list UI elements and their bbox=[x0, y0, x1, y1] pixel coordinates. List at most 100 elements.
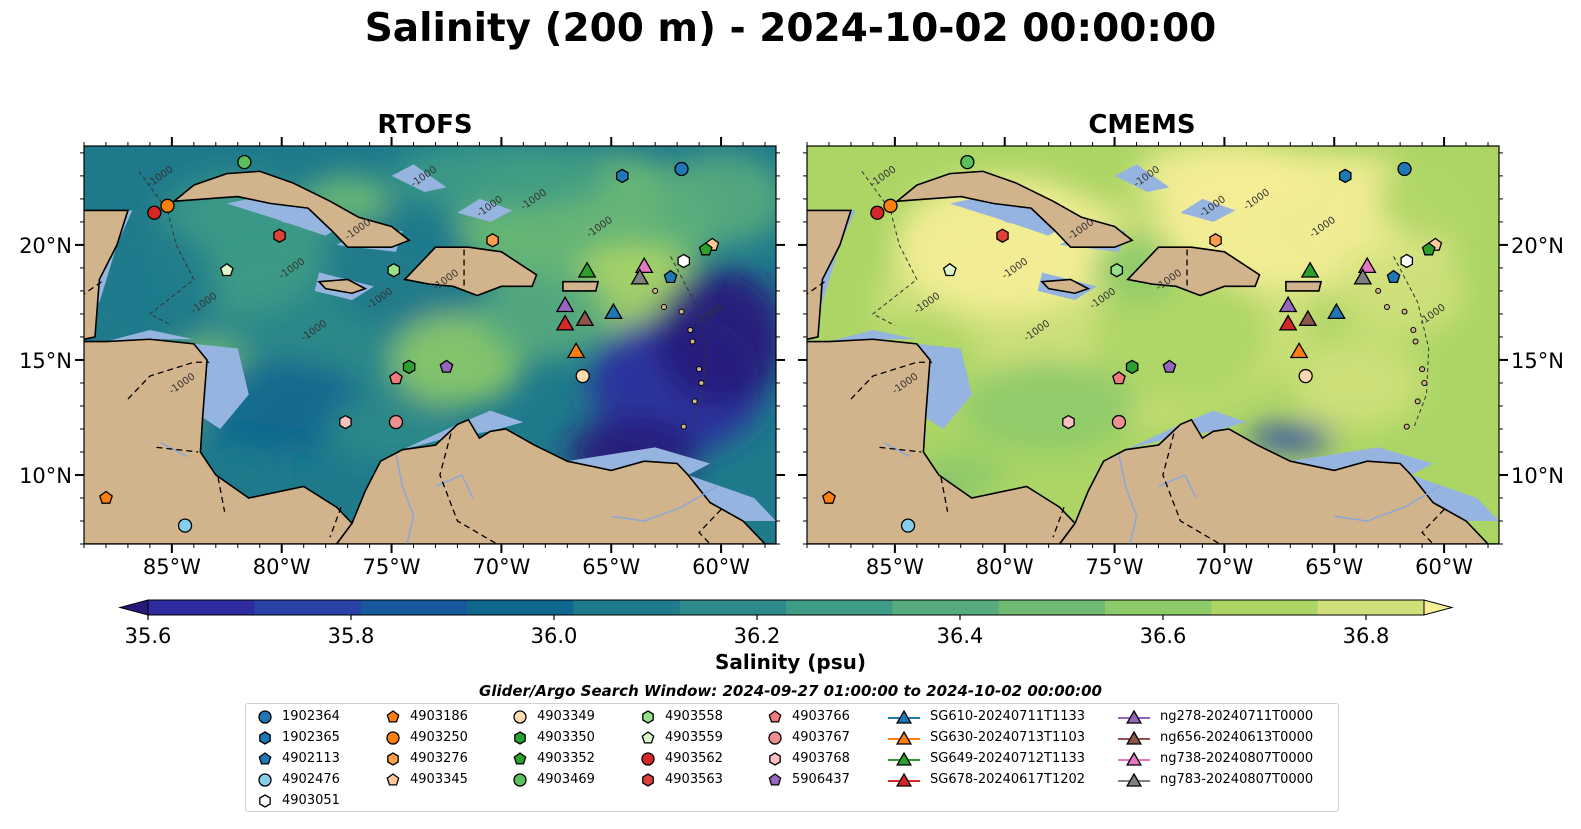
argo-float-4903349 bbox=[575, 368, 590, 384]
continental-shelf bbox=[1411, 474, 1499, 521]
argo-float-4903276 bbox=[1209, 233, 1222, 248]
legend-label: 4903250 bbox=[410, 730, 468, 745]
legend-marker-icon bbox=[642, 772, 654, 787]
continental-shelf bbox=[1114, 164, 1170, 193]
river-line bbox=[883, 442, 911, 458]
legend-item: 4903469 bbox=[511, 769, 595, 790]
lon-tick-label: 85°W bbox=[866, 555, 924, 579]
colorbar-tick-label: 36.4 bbox=[937, 624, 984, 648]
lesser-antilles-island bbox=[1414, 398, 1421, 405]
lesser-antilles-island bbox=[652, 287, 659, 294]
legend-marker-icon bbox=[769, 751, 781, 766]
colorbar-segment bbox=[786, 600, 893, 615]
puerto-rico-landmass bbox=[1285, 280, 1323, 292]
salinity-field-patch bbox=[655, 152, 776, 245]
legend-item: 4903563 bbox=[639, 769, 723, 790]
continental-shelf bbox=[281, 203, 315, 227]
map-frame bbox=[83, 145, 777, 545]
legend-label: 4903352 bbox=[537, 751, 595, 766]
legend-marker-icon bbox=[258, 772, 272, 787]
legend-column: 1902364 1902365 4902113 4902476 4903051 bbox=[256, 706, 340, 811]
glider-ng656-20240613T0000 bbox=[575, 309, 595, 326]
legend-label: 5906437 bbox=[792, 772, 850, 787]
argo-float-5906437 bbox=[439, 359, 454, 373]
argo-float-4903250 bbox=[883, 198, 898, 213]
argo-float-1902364 bbox=[674, 161, 689, 177]
yucatan-landmass bbox=[84, 209, 130, 341]
legend-label: SG630-20240713T1103 bbox=[930, 730, 1086, 745]
puerto-rico-landmass bbox=[562, 280, 600, 292]
argo-float-4903563 bbox=[996, 228, 1009, 243]
legend-label: 4903186 bbox=[410, 709, 468, 724]
colorbar-tick-label: 36.8 bbox=[1343, 624, 1390, 648]
legend-label: 4903349 bbox=[537, 709, 595, 724]
legend-item: ng278-20240711T0000 bbox=[1116, 706, 1313, 727]
jamaica-landmass bbox=[317, 278, 368, 295]
legend-label: 4903768 bbox=[792, 751, 850, 766]
legend-marker-icon bbox=[514, 730, 526, 745]
lon-tick-label: 85°W bbox=[143, 555, 201, 579]
border-line bbox=[940, 477, 949, 512]
legend-label: 1902364 bbox=[282, 709, 340, 724]
legend-marker-icon bbox=[888, 751, 920, 766]
colorbar-segment bbox=[573, 600, 681, 615]
river-line bbox=[1158, 474, 1197, 499]
argo-float-4903469 bbox=[237, 154, 252, 170]
legend-marker-icon bbox=[386, 730, 400, 745]
legend-item: 4903562 bbox=[639, 748, 723, 769]
argo-float-4903562 bbox=[870, 205, 885, 220]
panel-title-cmems: CMEMS bbox=[1088, 110, 1196, 140]
continental-shelf bbox=[688, 474, 776, 521]
legend-item: SG630-20240713T1103 bbox=[886, 727, 1085, 748]
continental-shelf bbox=[1004, 203, 1038, 227]
legend-item: 5906437 bbox=[766, 769, 850, 790]
legend-item: SG678-20240617T1202 bbox=[886, 769, 1085, 790]
lon-tick-label: 60°W bbox=[692, 555, 750, 579]
argo-float-4902113 bbox=[663, 269, 678, 284]
border-line bbox=[439, 433, 498, 544]
legend: 1902364 1902365 4902113 4902476 4903051 49031… bbox=[245, 703, 1339, 812]
colorbar-segment bbox=[892, 600, 1000, 615]
legend-label: 4903559 bbox=[665, 730, 723, 745]
cuba-landmass bbox=[894, 170, 1134, 249]
legend-item: 1902364 bbox=[256, 706, 340, 727]
map-panel-rtofs: -1000-1000-1000-1000 -1000-1000-1000-1000… bbox=[84, 146, 776, 544]
salinity-field-patch bbox=[1378, 152, 1499, 245]
argo-float-4903562 bbox=[147, 205, 162, 220]
legend-column: SG610-20240711T1133 SG630-20240713T1103 SG… bbox=[886, 706, 1085, 790]
legend-label: 4903350 bbox=[537, 730, 595, 745]
lesser-antilles-island bbox=[696, 366, 703, 373]
legend-marker-icon bbox=[513, 751, 527, 765]
glider-ng656-20240613T0000 bbox=[1298, 309, 1318, 326]
lon-tick-label: 60°W bbox=[1415, 555, 1473, 579]
bathymetry-contour bbox=[1393, 256, 1430, 430]
river-line bbox=[1334, 485, 1441, 522]
lesser-antilles-island bbox=[1412, 338, 1419, 345]
legend-marker-icon bbox=[888, 772, 920, 787]
legend-marker-icon bbox=[888, 709, 920, 724]
hispaniola-landmass bbox=[1126, 246, 1261, 297]
salinity-field-patch bbox=[84, 221, 216, 360]
salinity-field-patch bbox=[960, 359, 1137, 452]
map-frame bbox=[806, 145, 1500, 545]
legend-label: 4903558 bbox=[665, 709, 723, 724]
argo-float-4903352 bbox=[698, 242, 713, 256]
legend-item: 4903186 bbox=[384, 706, 468, 727]
argo-float-5906437 bbox=[1162, 359, 1177, 373]
colorbar-label: Salinity (psu) bbox=[714, 650, 866, 674]
yucatan-landmass bbox=[807, 209, 853, 341]
border-line bbox=[217, 477, 226, 512]
lat-tick-label: 15°N bbox=[19, 349, 72, 373]
colorbar-tick-label: 36.6 bbox=[1140, 624, 1187, 648]
argo-float-4903250 bbox=[160, 198, 175, 213]
argo-float-4903349 bbox=[1298, 368, 1313, 384]
salinity-field-patch bbox=[655, 267, 776, 406]
legend-marker-icon bbox=[513, 709, 527, 724]
argo-float-4903350 bbox=[1125, 359, 1139, 375]
colorbar-extend-high bbox=[1423, 599, 1454, 616]
salinity-field-patch bbox=[1290, 336, 1423, 429]
colorbar-segment bbox=[254, 600, 362, 615]
legend-item: 4903276 bbox=[384, 748, 468, 769]
legend-label: ng738-20240807T0000 bbox=[1160, 751, 1314, 766]
